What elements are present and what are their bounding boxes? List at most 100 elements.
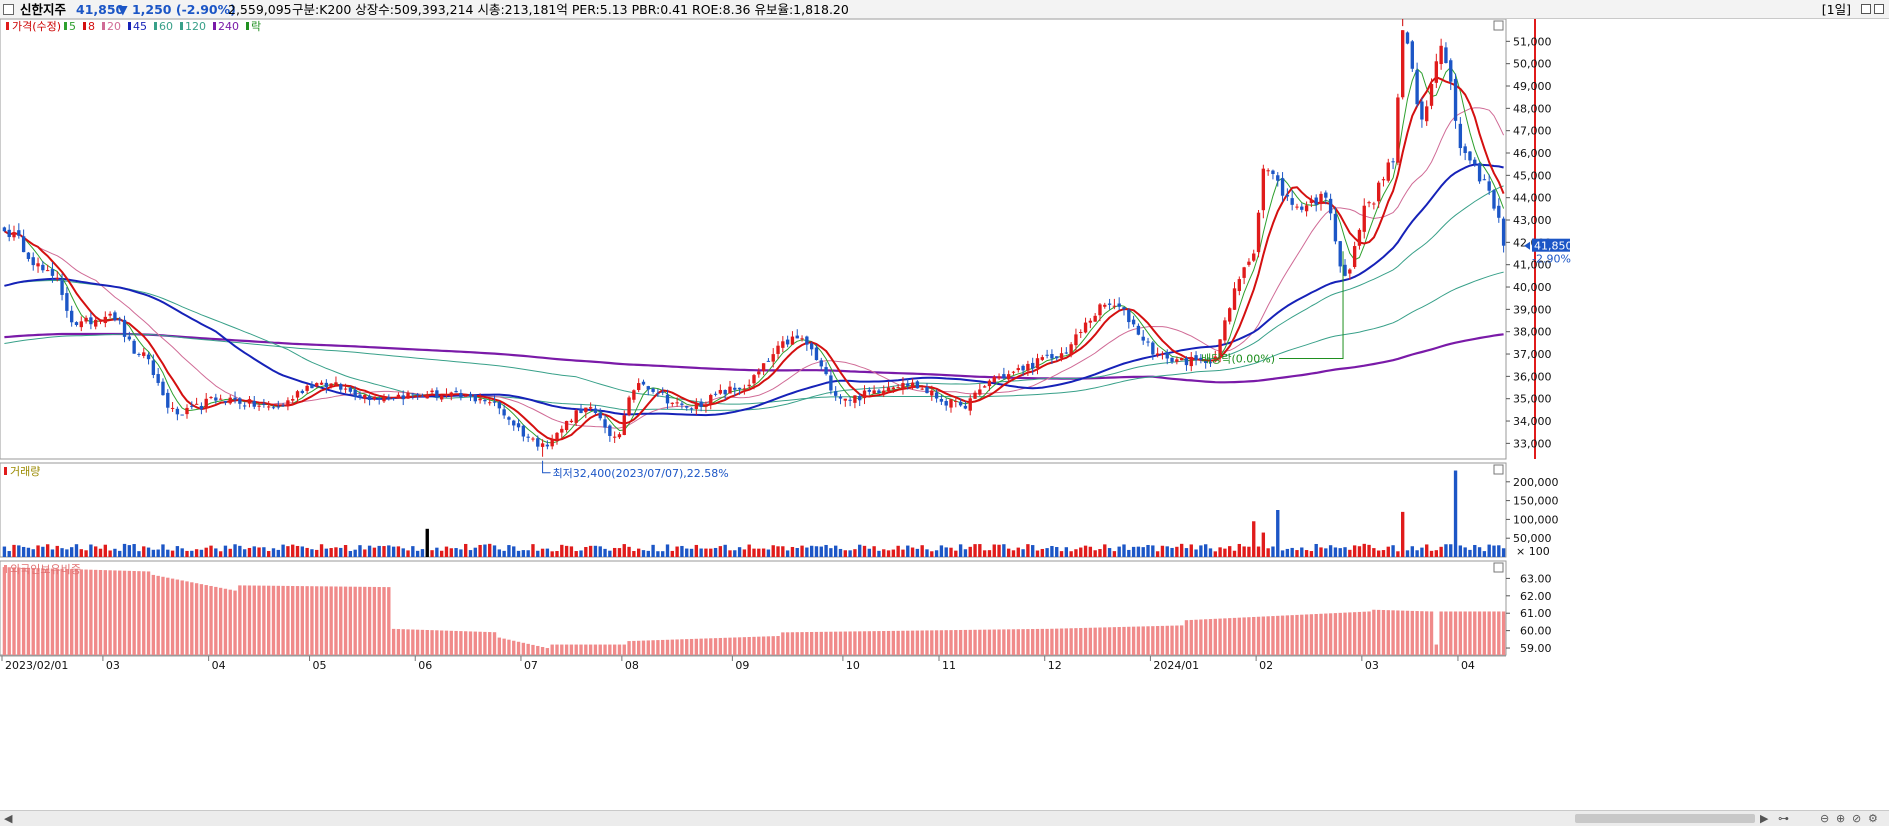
price-tick-label: 35,000 [1513,393,1552,406]
volume-bar [930,551,934,557]
volume-bar [1112,551,1117,557]
zoom-in-icon[interactable]: ⊕ [1836,812,1846,825]
select-checkbox[interactable] [3,4,14,15]
volume-bar [882,549,886,557]
foreign-bar [291,585,295,655]
volume-bar [757,548,761,557]
candle-body [939,398,944,402]
candle-body [853,395,857,403]
foreign-bar [829,631,833,655]
volume-tick-label: 50,000 [1513,532,1552,545]
volume-bar [31,549,35,557]
candle-body [574,410,578,423]
candle-body [593,408,598,413]
volume-bar [713,547,718,557]
chart-area[interactable]: 51,000 50,000 49,000 48,000 47,000 46,000 45,0… [0,19,1889,810]
foreign-bar [444,630,449,655]
date-tick-label: 04 [212,659,226,672]
foreign-bar [805,632,809,655]
foreign-bar [1088,627,1093,655]
candle-body [569,420,574,423]
legend-label-6: 240 [218,20,239,33]
volume-bar [1203,544,1208,557]
volume-bar [742,549,747,557]
zoom-slider-icon[interactable]: ⊶ [1778,812,1789,825]
maximize-icon[interactable] [1861,4,1871,14]
candle-body [459,392,463,398]
price-tick-label: 33,000 [1513,437,1552,450]
candle-body [1050,354,1054,359]
volume-bar [723,544,727,557]
candle-body [1131,319,1136,325]
foreign-bar [2,567,7,655]
candle-body [1276,175,1280,181]
candle-body [281,405,285,407]
foreign-bar [1420,611,1424,655]
candle-body [45,270,50,272]
period-selector[interactable]: [1일] [1821,2,1851,17]
panel-maximize-icon-1[interactable] [1493,20,1504,31]
candle-body [1122,307,1126,310]
foreign-bar [1391,610,1395,655]
volume-bar [761,548,766,557]
candle-body [1203,361,1208,363]
volume-bar [300,546,305,557]
candle-body [723,390,727,395]
price-tick-label: 51,000 [1513,35,1552,48]
foreign-bar [516,641,521,655]
candle-body [1477,163,1482,182]
foreign-bar [733,637,737,655]
candle-body [550,439,554,447]
foreign-bar [1348,612,1352,655]
foreign-bar [295,586,300,655]
foreign-bar [853,631,857,655]
foreign-bar [1184,620,1189,655]
volume-bar [588,545,593,557]
volume-bar [646,550,650,557]
candle-body [271,407,276,409]
foreign-bar [771,636,775,655]
candle-body [1266,170,1270,172]
scroll-right-icon[interactable]: ▶ [1760,812,1769,825]
volume-bar [1117,546,1121,557]
candle-body [641,381,646,385]
chart-settings-icon[interactable]: ⚙ [1868,812,1878,825]
zoom-out-icon[interactable]: ⊖ [1820,812,1830,825]
foreign-bar [1271,616,1275,655]
panel-maximize-icon-2[interactable] [1493,464,1504,475]
foreign-bar [391,628,396,655]
candle-body [209,397,213,399]
scroll-thumb[interactable] [1575,814,1755,823]
candle-body [1002,374,1006,379]
volume-bar [785,550,790,557]
scroll-left-icon[interactable]: ◀ [4,812,13,825]
volume-bar [564,545,569,557]
volume-bar [747,544,751,557]
foreign-bar [84,569,88,655]
foreign-bar [1463,611,1467,655]
foreign-bar [468,631,473,655]
foreign-bar [1343,612,1347,655]
candle-body [242,405,247,407]
candle-body [1103,304,1107,307]
foreign-bar [838,631,843,655]
foreign-bar [723,637,727,655]
volume-bar [1439,546,1443,557]
volume-bar [1348,549,1352,557]
close-icon[interactable] [1874,4,1884,14]
candle-body [713,393,718,395]
foreign-bar [1050,628,1054,655]
foreign-bar [1314,614,1318,655]
volume-bar [968,546,972,557]
candle-body [334,382,338,386]
candle-body [1304,205,1309,212]
foreign-bar [920,630,924,655]
foreign-bar [45,568,50,655]
candle-body [1271,170,1275,175]
zoom-reset-icon[interactable]: ⊘ [1852,812,1862,825]
horizontal-scrollbar[interactable]: ◀ ▶ ⊶ ⊖ ⊕ ⊘ ⚙ [0,810,1889,826]
foreign-bar [1405,610,1410,655]
panel-maximize-icon-3[interactable] [1493,562,1504,573]
candle-body [752,375,756,384]
candle-body [915,381,920,389]
